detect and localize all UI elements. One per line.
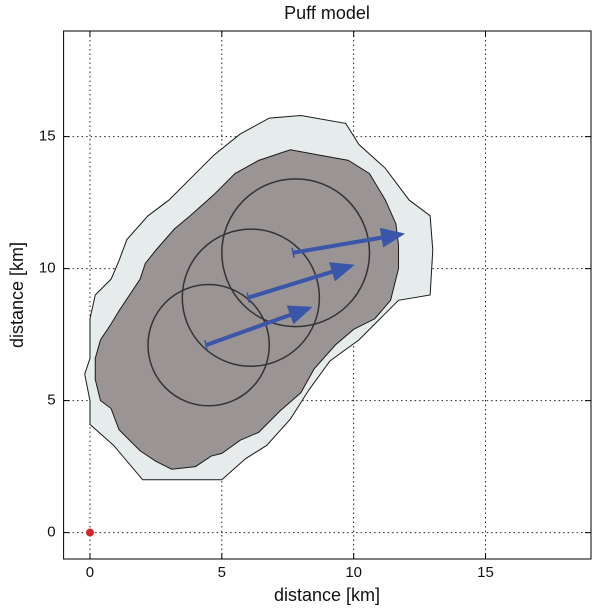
arrow-tail-tick [291,247,295,258]
y-tick-label: 0 [47,524,55,541]
puff-circle [147,283,271,407]
puff-circle [181,228,321,367]
wind-arrow [247,262,355,300]
plot-frame [63,30,592,560]
wind-arrow [205,305,313,348]
x-tick-label: 15 [477,564,494,581]
arrow-tail-tick [204,340,208,351]
contour [94,149,399,470]
arrow-tail-tick [246,292,250,303]
x-axis-label: distance [km] [274,585,380,605]
chart-title: Puff model [284,3,370,23]
y-tick-label: 5 [47,392,55,409]
puff-circle [221,178,371,328]
x-tick-label: 0 [86,564,94,581]
source-point [85,528,94,537]
x-tick-label: 5 [218,564,226,581]
y-tick-label: 15 [39,128,56,145]
y-axis-label: distance [km] [7,242,27,348]
wind-arrow [292,227,406,255]
x-tick-label: 10 [345,564,362,581]
y-tick-label: 10 [39,260,56,277]
